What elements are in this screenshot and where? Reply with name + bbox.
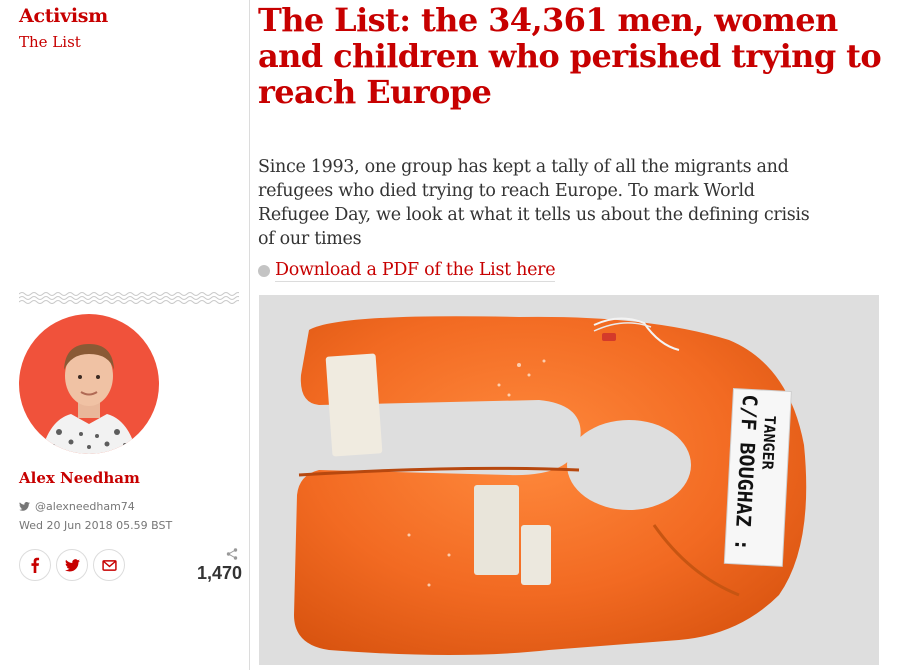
section-label[interactable]: Activism — [19, 5, 108, 27]
author-avatar[interactable] — [19, 314, 159, 454]
email-icon — [101, 559, 117, 571]
share-email-button[interactable] — [93, 549, 125, 581]
author-name-link[interactable]: Alex Needham — [19, 469, 140, 487]
author-portrait — [41, 344, 137, 454]
twitter-icon — [19, 502, 30, 511]
twitter-share-icon — [64, 558, 80, 571]
main-image[interactable]: C/F BOUGHAZ : TANGER — [259, 295, 879, 665]
share-twitter-button[interactable] — [56, 549, 88, 581]
share-count: 1,470 — [197, 563, 243, 583]
share-count-icon — [226, 548, 238, 560]
vest-label-line2: TANGER — [758, 415, 779, 471]
article-headline: The List: the 34,361 men, women and chil… — [258, 1, 882, 111]
download-pdf-text: Download a PDF of the List here — [275, 260, 556, 282]
download-pdf-link[interactable]: Download a PDF of the List here — [258, 260, 556, 282]
publish-date: Wed 20 Jun 2018 05.59 BST — [19, 519, 173, 532]
facebook-icon — [31, 557, 40, 573]
share-facebook-button[interactable] — [19, 549, 51, 581]
article-standfirst: Since 1993, one group has kept a tally o… — [258, 157, 810, 249]
squiggle-divider — [19, 292, 239, 304]
life-jacket-photo: C/F BOUGHAZ : TANGER — [259, 295, 879, 665]
twitter-handle-text: @alexneedham74 — [35, 500, 135, 513]
article-meta-column: Activism The List Alex Needham @alexneed… — [0, 0, 250, 670]
twitter-handle-link[interactable]: @alexneedham74 — [19, 500, 135, 513]
series-label[interactable]: The List — [19, 33, 81, 51]
bullet-icon — [258, 265, 270, 277]
